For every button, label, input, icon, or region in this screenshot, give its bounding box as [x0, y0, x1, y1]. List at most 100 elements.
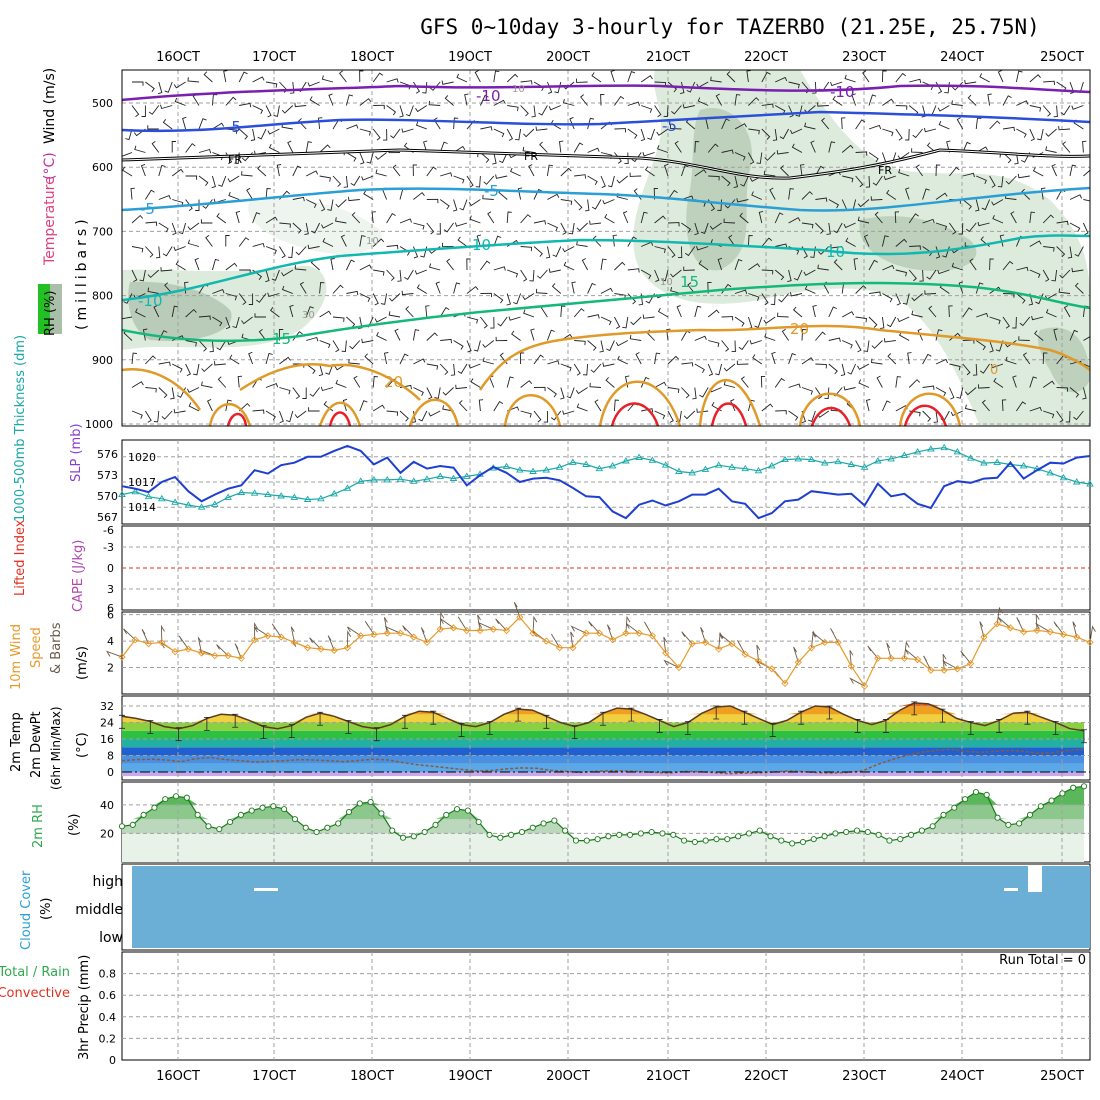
thickness-point [714, 461, 723, 468]
wind-barb [667, 355, 679, 365]
wind-barb [654, 352, 661, 365]
temp-tick: 8 [107, 750, 114, 763]
wind-barb [1001, 399, 1007, 412]
wind-barb [252, 242, 265, 248]
wind-barb [573, 142, 584, 153]
wind-barb [265, 246, 277, 255]
wind-barb [905, 187, 910, 200]
wind-barb [1065, 410, 1071, 423]
wind-barb [318, 117, 323, 130]
wind-barb [198, 118, 207, 130]
wind-barb [134, 308, 146, 318]
wind-barb [278, 329, 284, 341]
rh-point [335, 820, 342, 827]
wind-barb [279, 222, 291, 228]
wind-barb [372, 128, 381, 141]
wind-barb [715, 363, 723, 376]
wind-barb [319, 340, 331, 349]
wind-barb [687, 282, 696, 294]
wind-barb [627, 128, 638, 139]
wind-barb [996, 606, 1003, 624]
wind-speed-point [555, 644, 564, 652]
wind-barb [533, 246, 543, 257]
wind-barb [464, 93, 469, 106]
wind-barb [440, 338, 452, 344]
wind-barb [225, 128, 238, 134]
wind-barb [1082, 222, 1089, 236]
wind-barb [480, 316, 488, 329]
wind-barb [1029, 240, 1042, 247]
wind-barb [995, 340, 1004, 352]
wind-barb [935, 329, 943, 341]
wind-barb [563, 261, 575, 271]
rh-point [432, 821, 439, 828]
wind-barb [1072, 621, 1078, 638]
wind-speed-point [913, 655, 922, 664]
wind-barb [717, 257, 723, 271]
wind-barb [897, 316, 910, 323]
wind-barb [1014, 152, 1019, 165]
wind-barb [298, 118, 307, 130]
wind-barb [654, 246, 666, 254]
wind-barb [308, 407, 320, 412]
wind-barb [734, 123, 747, 130]
rh-point [324, 824, 331, 831]
label-rh: RH (%) [43, 291, 58, 336]
minmax-bar [232, 713, 239, 728]
thickness-point [409, 477, 418, 484]
wind-speed-point [264, 632, 272, 640]
wind-barb [332, 340, 340, 353]
wind-barb [895, 293, 901, 306]
wind-barb [855, 151, 868, 156]
wind-barb [1029, 406, 1042, 412]
label-cape: CAPE (J/kg) [71, 540, 86, 612]
rh-point [248, 807, 255, 814]
wind-speed-point [1006, 624, 1015, 632]
wind-barb [147, 269, 160, 279]
wind-barb [681, 222, 692, 233]
wind-barb [977, 221, 990, 227]
wind-barb [845, 237, 856, 247]
wind-speed-point [489, 625, 497, 633]
wind-barb [756, 644, 761, 661]
wind-barb [789, 128, 803, 135]
wind-barb [724, 199, 736, 209]
wind-barb [828, 141, 836, 153]
wind-barb [886, 642, 892, 659]
wind-barb [252, 212, 261, 224]
wind-barb [948, 305, 953, 318]
wind-barb [772, 128, 778, 141]
wind-barb [359, 70, 364, 83]
wind-barb [346, 626, 361, 637]
wind-barb [758, 210, 764, 224]
wind-speed-point [794, 658, 802, 666]
wind-barb [815, 222, 824, 234]
wind-barb [480, 260, 491, 271]
label-10m-wind: 10m Wind [9, 624, 24, 690]
wind-barb [1029, 105, 1042, 112]
label-2m-dewpt: 2m DewPt [29, 711, 44, 778]
rh-tick: 40 [100, 799, 114, 812]
wind-barb [1029, 376, 1038, 388]
minmax-bar [684, 721, 691, 735]
stability-tick: 0 [107, 562, 114, 575]
wind-barb [754, 316, 763, 328]
wind-barb [309, 96, 320, 106]
minmax-bar [854, 719, 861, 733]
wind-barb [1005, 356, 1017, 365]
wind-barb [1045, 309, 1057, 318]
thickness-point [224, 493, 232, 500]
wind-barb [358, 316, 363, 329]
wind-barb [576, 222, 588, 232]
wind-barb [529, 269, 535, 282]
upper-frame [121, 69, 1091, 427]
wind-barb [153, 304, 160, 318]
temp-tick: 24 [100, 717, 114, 730]
wind-barb [364, 620, 375, 635]
wind-barb [186, 387, 200, 393]
rh-point [378, 810, 385, 817]
rh-point [518, 828, 525, 836]
wind-barb [748, 152, 755, 165]
minmax-bar [628, 707, 635, 722]
